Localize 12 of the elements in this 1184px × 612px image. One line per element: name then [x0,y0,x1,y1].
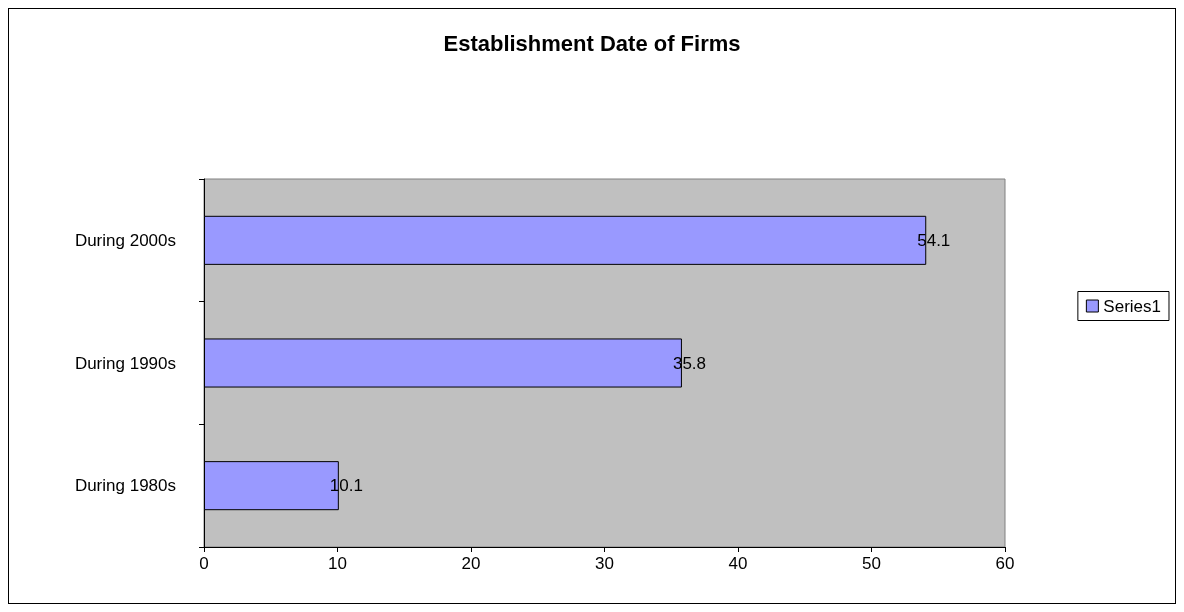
chart-title: Establishment Date of Firms [443,30,741,56]
x-tick-label: 0 [199,554,209,573]
x-tick-label: 20 [461,554,481,573]
legend-label: Series1 [1103,296,1161,316]
x-tick-label: 10 [328,554,347,573]
y-tick-label: During 1990s [74,353,176,373]
x-tick-label: 50 [862,554,881,573]
y-tick-label: During 1980s [74,476,176,496]
x-tick-label: 60 [995,554,1015,573]
x-tick-label: 30 [595,554,614,573]
y-tick-label: During 2000s [74,230,176,250]
x-tick-label: 40 [728,554,748,573]
